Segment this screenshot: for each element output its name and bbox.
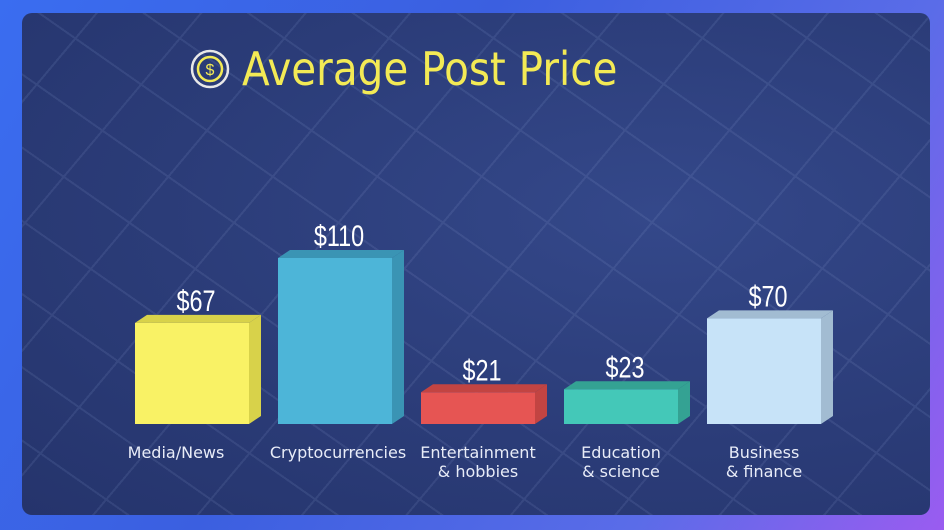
- bar-side-face: [821, 310, 833, 424]
- bar-0: [135, 322, 249, 424]
- bar-3: [564, 389, 678, 424]
- bar-side-face: [535, 384, 547, 424]
- bar-top-face: [278, 250, 404, 258]
- category-label: Entertainment: [420, 443, 535, 462]
- category-label: Cryptocurrencies: [270, 443, 406, 462]
- chart-title-text: Average Post Price: [242, 42, 618, 96]
- category-label: & hobbies: [438, 462, 518, 481]
- bar-side-face: [392, 250, 404, 424]
- dollar-coin-icon: $: [190, 49, 230, 89]
- value-label: $21: [462, 354, 501, 387]
- category-label: & finance: [726, 462, 802, 481]
- chart-title: $ Average Post Price: [190, 42, 669, 96]
- bar-side-face: [249, 314, 261, 424]
- svg-text:$: $: [206, 62, 215, 79]
- category-label: Media/News: [128, 443, 225, 462]
- bar-top-face: [135, 314, 261, 323]
- bar-top-face: [707, 310, 833, 319]
- category-label: Education: [581, 443, 661, 462]
- bar-top-face: [421, 384, 547, 393]
- bar-top-face: [564, 381, 690, 390]
- category-label: & science: [582, 462, 660, 481]
- chart-panel: [22, 13, 930, 515]
- category-label: Business: [729, 443, 800, 462]
- value-label: $23: [605, 351, 644, 384]
- bar-4: [707, 318, 821, 424]
- banknote-background: [22, 13, 930, 515]
- bar-side-face: [678, 381, 690, 424]
- value-label: $67: [176, 284, 215, 317]
- value-label: $70: [748, 280, 787, 313]
- value-label: $110: [314, 219, 364, 252]
- bar-1: [278, 258, 392, 424]
- bar-2: [421, 392, 535, 424]
